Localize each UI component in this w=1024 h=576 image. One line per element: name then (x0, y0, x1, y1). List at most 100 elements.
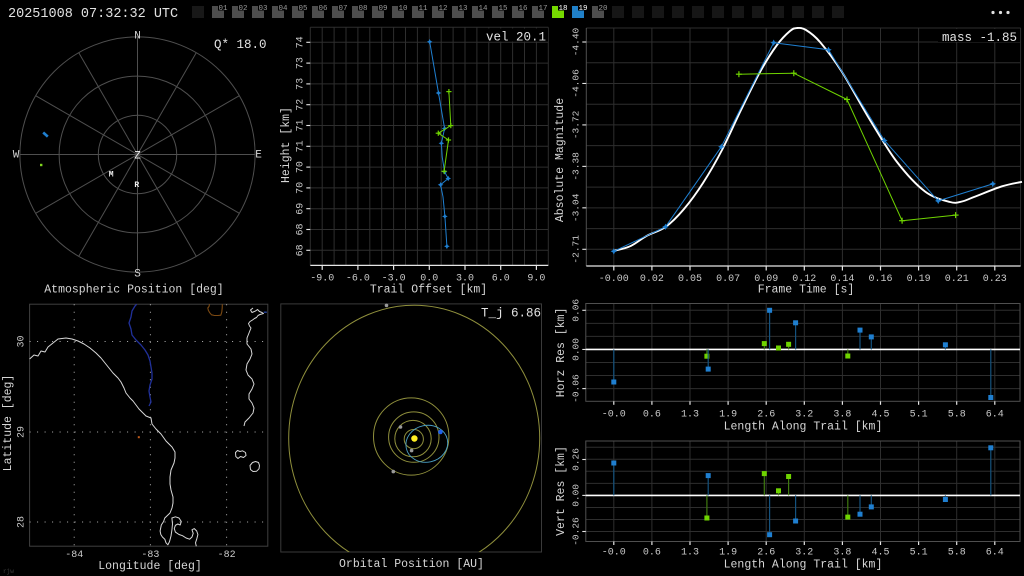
svg-text:Length Along Trail [km]: Length Along Trail [km] (724, 558, 883, 571)
svg-text:3.8: 3.8 (833, 548, 851, 559)
svg-text:T_j 6.86: T_j 6.86 (481, 307, 541, 321)
svg-text:Latitude [deg]: Latitude [deg] (2, 375, 15, 472)
svg-text:Vert Res [km]: Vert Res [km] (555, 446, 568, 536)
svg-text:09: 09 (379, 5, 388, 13)
svg-text:73: 73 (296, 57, 307, 69)
svg-text:W: W (13, 150, 20, 162)
svg-text:-4.40: -4.40 (571, 27, 582, 56)
svg-text:0.12: 0.12 (792, 274, 816, 285)
svg-text:28: 28 (17, 516, 28, 528)
svg-text:5.8: 5.8 (948, 548, 966, 559)
svg-text:08: 08 (359, 5, 368, 13)
svg-text:E: E (255, 150, 262, 162)
svg-text:2.6: 2.6 (757, 548, 775, 559)
svg-text:12: 12 (439, 5, 448, 13)
svg-text:01: 01 (219, 5, 229, 13)
svg-text:18: 18 (559, 5, 568, 13)
svg-text:04: 04 (279, 5, 289, 13)
svg-text:-83: -83 (141, 550, 159, 561)
svg-text:72: 72 (296, 99, 307, 111)
svg-text:0.00: 0.00 (571, 484, 582, 507)
svg-text:-3.72: -3.72 (571, 110, 582, 139)
svg-text:29: 29 (17, 426, 28, 438)
svg-text:3.0: 3.0 (456, 274, 474, 285)
svg-text:-4.06: -4.06 (571, 69, 582, 98)
svg-text:06: 06 (319, 5, 329, 13)
svg-text:Absolute Magnitude: Absolute Magnitude (554, 98, 567, 222)
svg-text:13: 13 (459, 5, 469, 13)
svg-text:0.07: 0.07 (716, 274, 740, 285)
svg-text:Atmospheric Position [deg]: Atmospheric Position [deg] (44, 284, 223, 297)
svg-text:1.9: 1.9 (719, 548, 737, 559)
svg-text:6.4: 6.4 (986, 548, 1004, 559)
svg-text:-0.0: -0.0 (602, 548, 626, 559)
svg-text:5.1: 5.1 (910, 410, 928, 421)
svg-text:-9.0: -9.0 (310, 274, 334, 285)
svg-text:-0.26: -0.26 (571, 517, 582, 546)
svg-text:Orbital Position [AU]: Orbital Position [AU] (339, 558, 484, 571)
svg-text:71: 71 (296, 140, 307, 152)
svg-text:17: 17 (539, 5, 548, 13)
svg-text:S: S (134, 269, 141, 281)
svg-text:3.2: 3.2 (795, 548, 813, 559)
svg-text:15: 15 (499, 5, 509, 13)
svg-text:1.3: 1.3 (681, 548, 699, 559)
svg-text:0.0: 0.0 (420, 274, 438, 285)
svg-text:0.26: 0.26 (571, 448, 582, 471)
svg-text:5.8: 5.8 (948, 410, 966, 421)
svg-text:05: 05 (299, 5, 309, 13)
svg-text:-2.71: -2.71 (571, 235, 582, 264)
svg-text:0.06: 0.06 (571, 299, 582, 322)
svg-text:4.5: 4.5 (871, 548, 889, 559)
svg-text:R: R (134, 181, 139, 190)
svg-text:M: M (109, 171, 114, 180)
svg-text:9.0: 9.0 (527, 274, 545, 285)
svg-text:03: 03 (259, 5, 269, 13)
svg-text:-82: -82 (218, 550, 236, 561)
svg-text:0.6: 0.6 (643, 548, 661, 559)
svg-text:20251008 07:32:32 UTC: 20251008 07:32:32 UTC (8, 7, 178, 22)
svg-text:70: 70 (296, 182, 307, 194)
svg-text:0.00: 0.00 (571, 338, 582, 361)
svg-text:Frame Time [s]: Frame Time [s] (758, 284, 855, 297)
svg-text:1.9: 1.9 (719, 410, 737, 421)
svg-text:69: 69 (296, 203, 307, 215)
svg-text:3.8: 3.8 (833, 410, 851, 421)
svg-text:6.0: 6.0 (492, 274, 510, 285)
svg-text:02: 02 (239, 5, 248, 13)
svg-text:Longitude [deg]: Longitude [deg] (98, 560, 202, 573)
svg-text:11: 11 (419, 5, 429, 13)
svg-text:vel 20.1: vel 20.1 (486, 31, 546, 45)
svg-text:0.23: 0.23 (983, 274, 1007, 285)
svg-text:70: 70 (296, 161, 307, 173)
svg-text:Q* 18.0: Q* 18.0 (214, 38, 267, 52)
svg-text:71: 71 (296, 119, 307, 131)
svg-text:0.14: 0.14 (830, 274, 854, 285)
svg-text:07: 07 (339, 5, 348, 13)
svg-text:30: 30 (17, 335, 28, 347)
svg-text:-3.0: -3.0 (382, 274, 406, 285)
svg-text:Trail Offset [km]: Trail Offset [km] (370, 284, 487, 297)
svg-text:19: 19 (579, 5, 588, 13)
svg-text:0.19: 0.19 (907, 274, 931, 285)
svg-text:-0.06: -0.06 (571, 374, 582, 403)
svg-text:2.6: 2.6 (757, 410, 775, 421)
svg-text:-3.38: -3.38 (571, 152, 582, 181)
svg-text:3.2: 3.2 (795, 410, 813, 421)
svg-text:-3.04: -3.04 (571, 193, 582, 222)
svg-text:6.4: 6.4 (986, 410, 1004, 421)
svg-text:-0.0: -0.0 (602, 410, 626, 421)
svg-text:0.02: 0.02 (640, 274, 664, 285)
svg-text:Length Along Trail [km]: Length Along Trail [km] (724, 420, 883, 433)
svg-text:0.21: 0.21 (945, 274, 969, 285)
svg-text:74: 74 (296, 36, 307, 48)
svg-text:5.1: 5.1 (910, 548, 928, 559)
svg-text:0.16: 0.16 (868, 274, 892, 285)
svg-text:mass -1.85: mass -1.85 (942, 31, 1017, 45)
svg-text:0.05: 0.05 (678, 274, 702, 285)
svg-text:-6.0: -6.0 (346, 274, 370, 285)
svg-text:0.6: 0.6 (643, 410, 661, 421)
svg-text:68: 68 (296, 223, 307, 235)
svg-text:N: N (134, 31, 141, 43)
svg-text:20: 20 (599, 5, 609, 13)
